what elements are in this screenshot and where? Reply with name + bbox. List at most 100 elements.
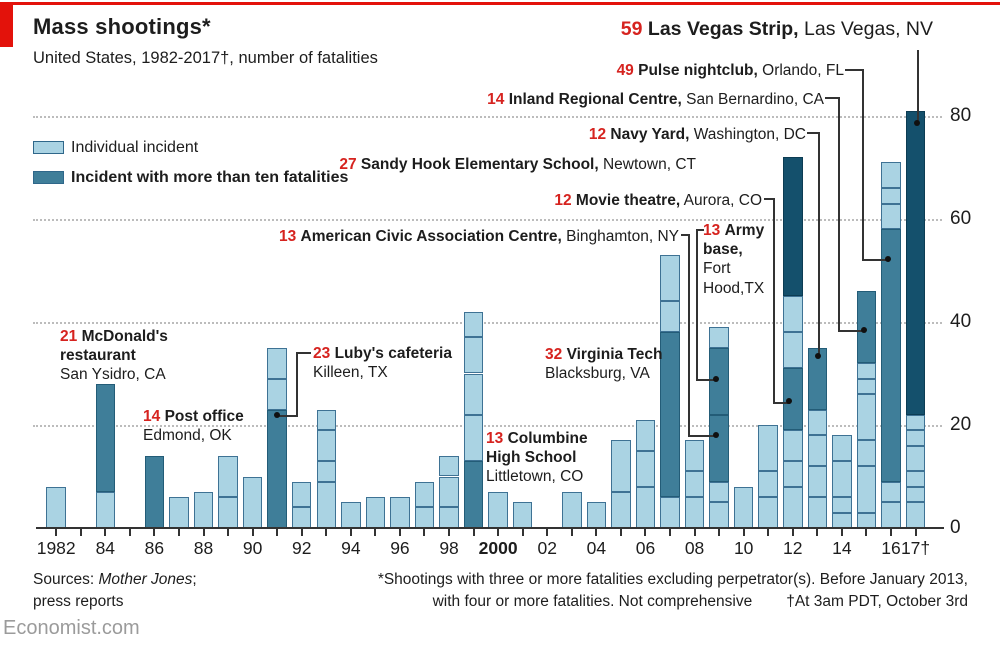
annotation-place: American Civic Association Centre, (300, 228, 562, 245)
x-tick-1988 (202, 528, 205, 536)
bar-segment-1990 (242, 476, 263, 528)
x-tick-1987 (177, 528, 180, 536)
bar-segment-1999 (463, 414, 484, 462)
leader-line (917, 50, 919, 124)
annotation-army: 13 Army base, Fort Hood,TX (703, 221, 771, 298)
annotation-location: Killeen, TX (313, 364, 388, 382)
bar-segment-2017 (905, 414, 926, 431)
bar-segment-2004 (586, 502, 607, 528)
bar-segment-2012 (783, 368, 803, 431)
y-label-40: 40 (950, 311, 972, 332)
leader-line (773, 198, 775, 404)
bar-segment-1999 (463, 311, 484, 338)
gridline-80 (33, 116, 942, 118)
x-tick-1989 (227, 528, 230, 536)
leader-line (838, 330, 864, 332)
leader-dot (713, 376, 719, 382)
bar-segment-2012 (783, 296, 803, 333)
bar-segment-2017 (905, 110, 926, 415)
x-label-2012: 12 (783, 538, 803, 558)
x-label-1996: 96 (390, 538, 410, 558)
annotation-vt: 32 Virginia Tech Blacksburg, VA (545, 345, 715, 383)
bar-segment-1989 (218, 455, 238, 498)
x-tick-1984 (104, 528, 107, 536)
bar-segment-2014 (832, 461, 852, 498)
bar-segment-2015 (856, 394, 877, 441)
bar-segment-2009 (709, 347, 729, 415)
leader-line (862, 69, 864, 261)
y-label-0: 0 (950, 517, 961, 538)
bar-segment-2015 (856, 378, 877, 395)
footnote-dagger-note: †At 3am PDT, October 3rd (786, 593, 968, 610)
leader-dot (815, 353, 821, 359)
bar-segment-1987 (169, 497, 189, 528)
x-tick-1995 (374, 528, 377, 536)
annotation-place: Columbine High School (486, 430, 588, 467)
annotation-location: San Ysidro, CA (60, 366, 166, 384)
annotation-place: Post office (164, 408, 244, 425)
bar-segment-2016 (881, 188, 901, 204)
x-tick-2006 (644, 528, 647, 536)
bar-segment-2012 (783, 332, 803, 369)
leader-dot (861, 327, 867, 333)
bar-segment-1984 (95, 491, 116, 528)
bar-segment-2015 (856, 363, 877, 379)
leader-line (277, 415, 297, 417)
bar-segment-2006 (635, 486, 656, 528)
bar-segment-2013 (807, 409, 828, 436)
annotation-count: 59 (620, 18, 643, 40)
x-label-2000: 2000 (478, 538, 518, 558)
leader-dot (914, 120, 920, 126)
bar-segment-2010 (733, 486, 754, 528)
annotation-count: 12 (588, 126, 607, 143)
bar-segment-2011 (758, 471, 778, 498)
annotation-count: 27 (339, 156, 357, 173)
leader-dot (713, 432, 719, 438)
bar-segment-1997 (414, 481, 435, 508)
economist-brand: Economist.com (3, 617, 140, 639)
bar-segment-2012 (783, 157, 803, 297)
leader-line (825, 97, 839, 99)
bar-segment-2007 (660, 497, 680, 528)
bar-segment-2016 (881, 229, 901, 482)
bar-segment-2016 (881, 502, 901, 528)
bar-segment-2016 (881, 203, 901, 230)
x-tick-2002 (546, 528, 549, 536)
x-label-1988: 88 (193, 538, 214, 558)
bar-segment-2009 (709, 502, 729, 528)
legend-swatch-ten-plus-icon (33, 171, 64, 184)
top-red-rule (0, 2, 1000, 5)
bar-segment-1993 (316, 461, 337, 482)
annotation-location: Blacksburg, VA (545, 365, 650, 383)
bar-segment-1991 (267, 409, 287, 528)
x-tick-2003 (570, 528, 573, 536)
x-tick-1983 (79, 528, 82, 536)
annotation-count: 14 (487, 91, 505, 108)
x-tick-1993 (325, 528, 328, 536)
bar-segment-2005 (611, 491, 631, 528)
x-tick-1999 (472, 528, 475, 536)
bar-segment-2011 (758, 425, 778, 472)
economist-red-tab (0, 2, 13, 47)
legend-swatch-individual-icon (33, 141, 64, 154)
annotation-postoffice: 14 Post office Edmond, OK (143, 407, 263, 445)
annotation-columbine: 13 Columbine High School Littletown, CO (486, 429, 608, 487)
leader-dot (274, 412, 280, 418)
leader-line (681, 234, 689, 236)
bar-segment-1992 (291, 481, 312, 508)
x-tick-2001 (521, 528, 524, 536)
bar-segment-2015 (856, 466, 877, 513)
legend-label-ten-plus: Incident with more than ten fatalities (71, 169, 349, 186)
bar-segment-2012 (783, 486, 803, 528)
bar-segment-2016 (881, 162, 901, 189)
x-label-1998: 98 (439, 538, 459, 558)
leader-line (696, 229, 698, 381)
x-label-1984: 84 (95, 538, 116, 558)
bar-segment-2009 (709, 327, 729, 348)
annotation-location: Binghamton, NY (566, 228, 679, 245)
x-tick-2012 (791, 528, 794, 536)
bar-segment-2016 (881, 481, 901, 503)
annotation-location: Aurora, CO (683, 192, 762, 209)
annotation-place: McDonald's restaurant (60, 328, 168, 365)
footnote-line-2: with four or more fatalities. Not compre… (432, 593, 968, 610)
